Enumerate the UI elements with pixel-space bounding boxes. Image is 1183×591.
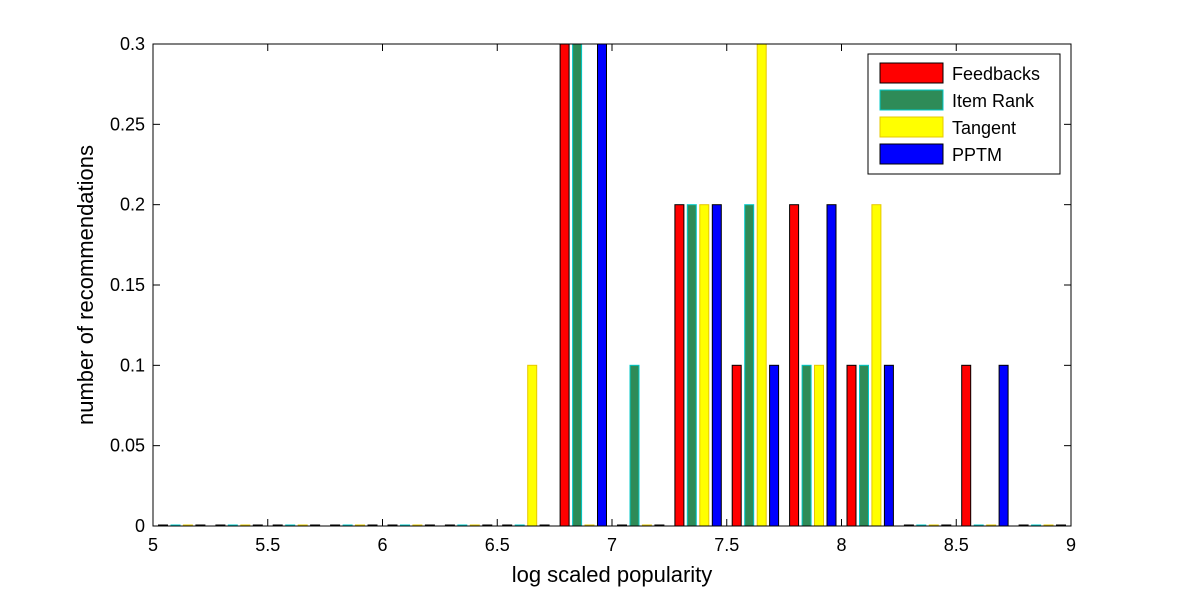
x-tick-label: 5.5 xyxy=(255,535,280,555)
legend-label-pptm: PPTM xyxy=(952,145,1002,165)
bar-feedbacks xyxy=(961,364,972,527)
bar-pptm xyxy=(826,204,837,527)
y-axis-label: number of recommendations xyxy=(73,145,98,425)
legend: Feedbacks Item Rank Tangent PPTM xyxy=(867,53,1061,175)
x-tick-label: 9 xyxy=(1066,535,1076,555)
legend-label-tangent: Tangent xyxy=(952,118,1016,138)
bar-item-rank xyxy=(629,364,640,527)
bar-feedbacks xyxy=(674,204,685,527)
bar-item-rank xyxy=(686,204,697,527)
legend-swatch-pptm xyxy=(879,143,944,165)
bar-item-rank xyxy=(572,43,583,527)
bar-tangent xyxy=(814,364,824,527)
y-tick-label: 0.15 xyxy=(110,275,145,295)
y-tick-label: 0.3 xyxy=(120,34,145,54)
y-tick-label: 0.2 xyxy=(120,195,145,215)
legend-swatch-item-rank xyxy=(879,89,944,111)
y-axis-ticks: 0 0.05 0.1 0.15 0.2 0.25 0.3 xyxy=(110,34,1071,536)
x-tick-label: 6.5 xyxy=(485,535,510,555)
x-tick-label: 7 xyxy=(607,535,617,555)
legend-label-feedbacks: Feedbacks xyxy=(952,64,1040,84)
bar-tangent xyxy=(699,204,710,527)
y-tick-label: 0.25 xyxy=(110,114,145,134)
bar-feedbacks xyxy=(731,364,742,527)
bar-tangent xyxy=(527,364,538,527)
y-tick-label: 0.1 xyxy=(120,355,145,375)
bar-item-rank xyxy=(801,364,812,527)
x-axis-ticks: 5 5.5 6 6.5 7 7.5 8 8.5 9 xyxy=(148,44,1076,555)
bar-pptm xyxy=(711,204,722,527)
y-tick-label: 0 xyxy=(135,516,145,536)
bar-pptm xyxy=(883,364,894,527)
bar-feedbacks xyxy=(789,204,800,527)
bar-pptm xyxy=(998,364,1009,527)
bar-tangent xyxy=(756,43,767,527)
bar-tangent xyxy=(871,204,882,527)
legend-swatch-tangent xyxy=(879,116,944,138)
bar-item-rank xyxy=(744,204,755,527)
bar-pptm xyxy=(597,43,607,527)
x-axis-label: log scaled popularity xyxy=(512,562,713,587)
x-tick-label: 6 xyxy=(377,535,387,555)
bar-feedbacks xyxy=(559,43,570,527)
x-tick-label: 8 xyxy=(836,535,846,555)
y-tick-label: 0.05 xyxy=(110,436,145,456)
x-tick-label: 5 xyxy=(148,535,158,555)
legend-swatch-feedbacks xyxy=(879,62,944,84)
bar-pptm xyxy=(769,364,780,527)
x-tick-label: 7.5 xyxy=(714,535,739,555)
bar-feedbacks xyxy=(846,364,857,527)
legend-label-item-rank: Item Rank xyxy=(952,91,1035,111)
bar-item-rank xyxy=(859,364,869,527)
x-tick-label: 8.5 xyxy=(944,535,969,555)
